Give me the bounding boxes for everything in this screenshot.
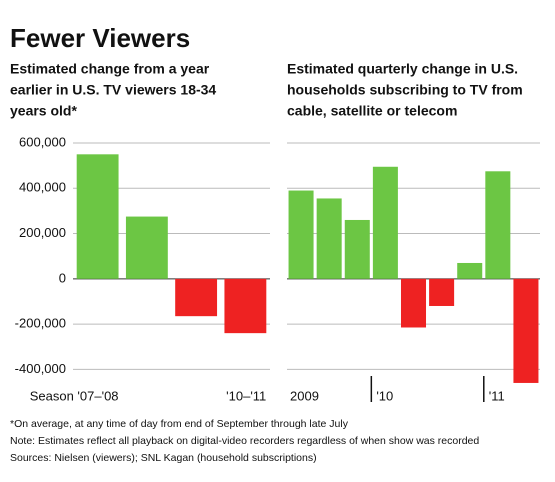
subtitle: cable, satellite or telecom — [287, 103, 457, 119]
subtitle: earlier in U.S. TV viewers 18-34 — [10, 82, 216, 98]
footnote: Note: Estimates reflect all playback on … — [10, 435, 479, 447]
bar — [485, 171, 511, 279]
footnote: *On average, at any time of day from end… — [10, 418, 349, 430]
bar — [224, 278, 267, 334]
bar — [429, 278, 455, 306]
y-tick-label: -400,000 — [15, 361, 66, 376]
bar — [125, 216, 168, 279]
bar — [457, 262, 483, 279]
x-tick-label: '10–'11 — [226, 388, 266, 403]
x-tick-label: '11 — [489, 388, 505, 403]
y-tick-label: 0 — [59, 270, 66, 285]
y-tick-label: -200,000 — [15, 316, 66, 331]
subtitle: years old* — [10, 103, 77, 119]
footnote: Sources: Nielsen (viewers); SNL Kagan (h… — [10, 452, 317, 464]
y-tick-label: 200,000 — [19, 225, 66, 240]
bar — [344, 219, 370, 279]
x-tick-label: 2009 — [290, 388, 319, 403]
chart-title: Fewer Viewers — [10, 23, 190, 53]
bar — [76, 154, 119, 279]
bar — [372, 166, 398, 279]
subtitle: Estimated quarterly change in U.S. — [287, 61, 518, 77]
bar — [288, 190, 314, 279]
bar — [513, 278, 539, 383]
bar — [316, 198, 342, 279]
bar — [400, 278, 427, 328]
x-tick-label: Season '07–'08 — [30, 388, 119, 403]
subtitle: Estimated change from a year — [10, 61, 210, 77]
y-tick-label: 400,000 — [19, 180, 66, 195]
subtitle: households subscribing to TV from — [287, 82, 523, 98]
y-tick-label: 600,000 — [19, 134, 66, 149]
bar — [175, 278, 218, 317]
x-tick-label: '10 — [376, 388, 393, 403]
